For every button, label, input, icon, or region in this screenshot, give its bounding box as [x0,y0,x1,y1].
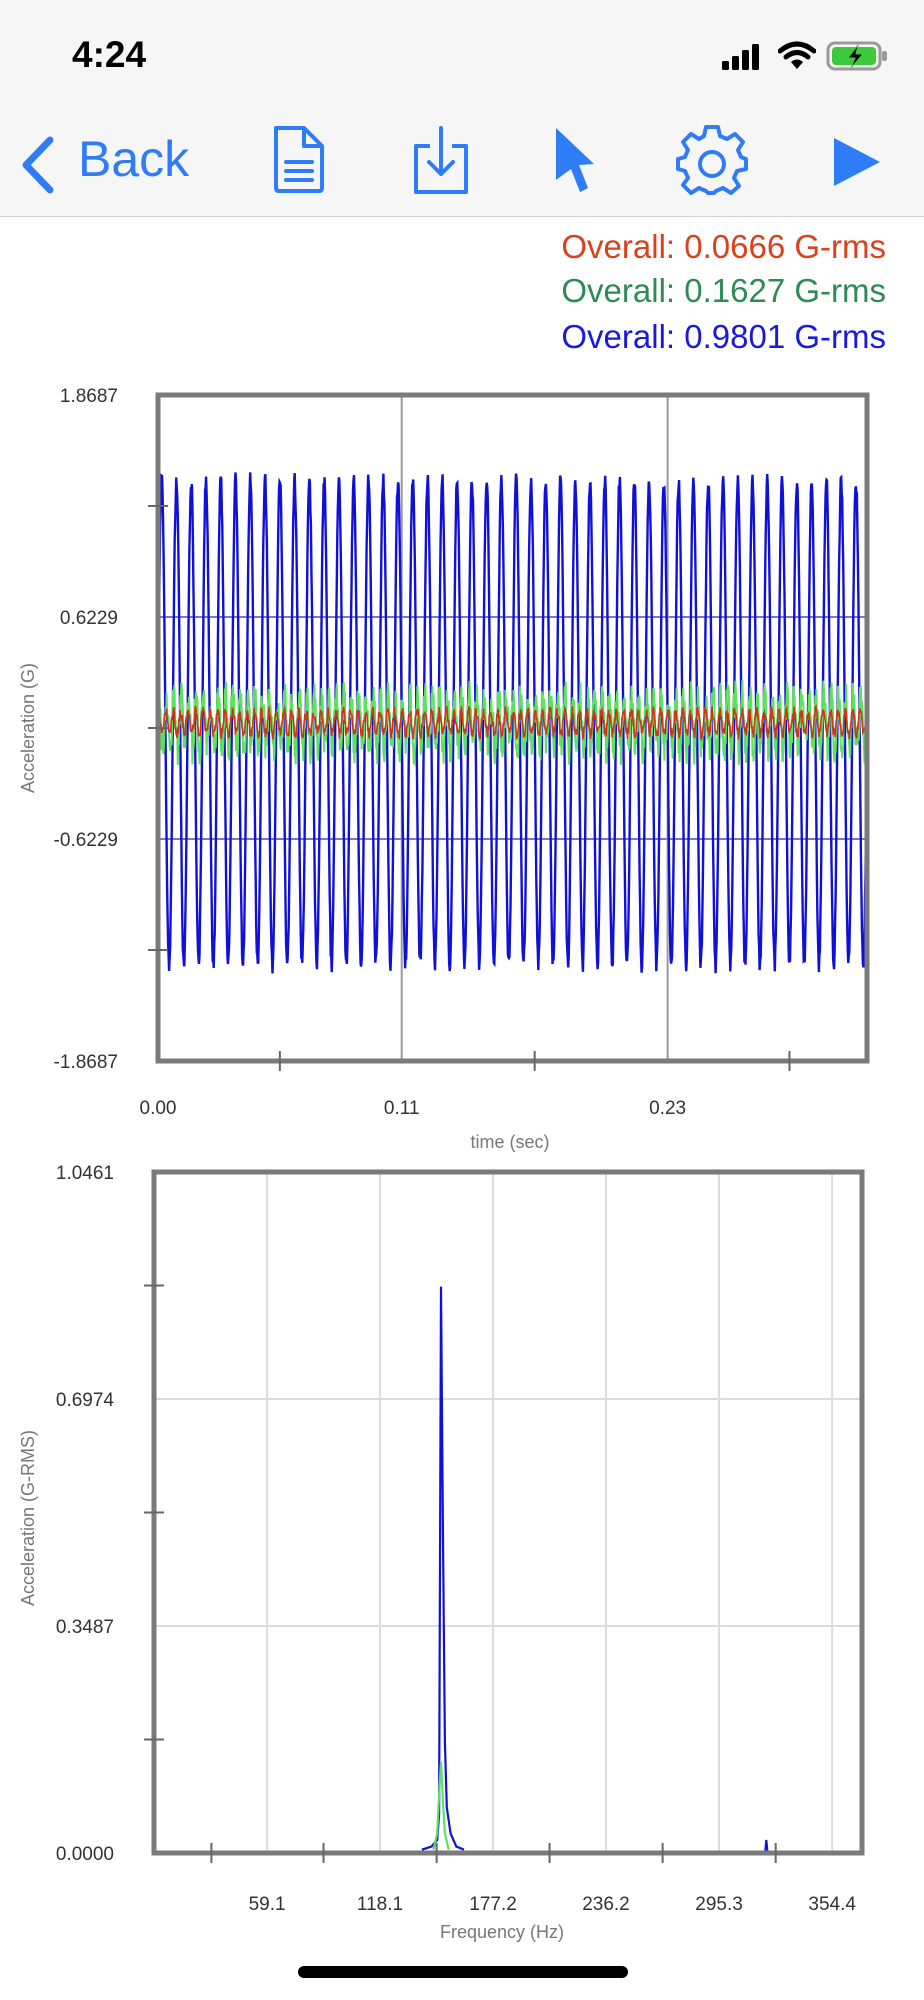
frequency-axis-title: Frequency (Hz) [440,1922,564,1942]
c2-ytick-label: 0.6974 [56,1390,115,1411]
c2-xtick-label: 118.1 [357,1894,403,1915]
c2-xtick-label: 59.1 [249,1894,286,1915]
c1-xtick-label: 0.00 [140,1098,177,1119]
c1-xtick-label: 0.11 [384,1098,420,1119]
gear-icon[interactable] [676,124,748,196]
document-icon[interactable] [270,124,326,194]
c2-xtick-label: 295.3 [695,1894,743,1915]
spectrum-blue-line [421,1286,769,1854]
spectrum-green-line [432,1761,450,1850]
c1-ytick-label: 1.8687 [60,386,118,407]
c2-xtick-label: 177.2 [469,1894,517,1915]
grms-axis-title: Acceleration (G-RMS) [18,1430,38,1606]
c1-ytick-label: -1.8687 [54,1052,118,1073]
time-waveform-chart: 1.8687 0.6229 -0.6229 -1.8687 0.00 0.11 0.23 t… [18,386,870,1152]
c2-xtick-label: 354.4 [808,1894,856,1915]
pointer-icon[interactable] [552,126,598,196]
spectrum-chart: 1.0461 0.6974 0.3487 0.0000 59.1 118.1 177.2 23… [18,1163,865,1942]
c2-ytick-label: 0.0000 [56,1844,114,1865]
toolbar [0,100,924,217]
c2-ytick-label: 1.0461 [56,1163,114,1184]
chevron-left-icon[interactable] [18,136,58,194]
time-axis-title: time (sec) [470,1132,549,1152]
back-button[interactable]: Back [78,131,190,187]
overall-blue: Overall: 0.9801 G-rms [561,318,886,355]
download-icon[interactable] [410,124,472,196]
overall-red: Overall: 0.0666 G-rms [561,228,886,265]
overall-green: Overall: 0.1627 G-rms [561,272,886,309]
signal-icon [722,44,759,70]
c2-ytick-label: 0.3487 [56,1617,114,1638]
wifi-icon [778,41,816,69]
c1-ytick-label: 0.6229 [60,608,118,629]
c1-ytick-label: -0.6229 [54,830,118,851]
battery-icon [826,41,887,71]
play-icon[interactable] [830,134,884,190]
status-bar: 4:24 [0,0,924,100]
status-time: 4:24 [72,34,147,75]
c2-xtick-label: 236.2 [582,1894,630,1915]
c1-xtick-label: 0.23 [649,1098,686,1119]
acceleration-axis-title: Acceleration (G) [18,663,38,793]
home-indicator [298,1966,628,1978]
series-red-line [157,704,868,742]
